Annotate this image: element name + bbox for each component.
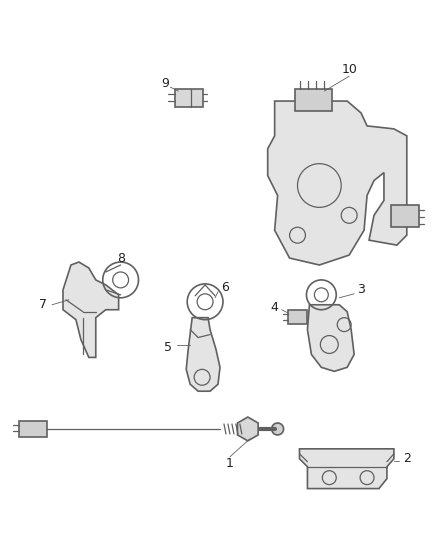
Text: 8: 8: [117, 252, 125, 264]
Text: 1: 1: [226, 457, 234, 470]
Text: 2: 2: [403, 453, 411, 465]
Polygon shape: [268, 101, 407, 265]
Text: 3: 3: [357, 284, 365, 296]
Polygon shape: [237, 417, 258, 441]
Circle shape: [272, 423, 283, 435]
Text: 5: 5: [164, 341, 172, 354]
Text: 6: 6: [221, 281, 229, 294]
Bar: [19, 421, 47, 437]
Bar: [294, 89, 332, 111]
Text: 4: 4: [271, 301, 279, 314]
Polygon shape: [300, 449, 394, 489]
Polygon shape: [63, 262, 119, 358]
Bar: [391, 205, 419, 227]
Polygon shape: [186, 318, 220, 391]
Bar: [288, 310, 307, 324]
Text: 9: 9: [162, 77, 169, 90]
Bar: [175, 89, 203, 107]
Text: 7: 7: [39, 298, 47, 311]
Text: 10: 10: [341, 63, 357, 76]
Polygon shape: [307, 305, 354, 372]
